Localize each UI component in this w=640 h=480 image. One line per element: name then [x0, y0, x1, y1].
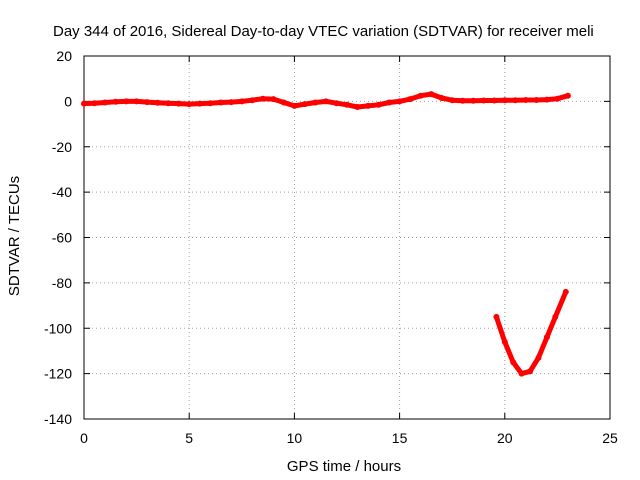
y-tick-label: -120 — [44, 366, 72, 382]
x-tick-label: 0 — [80, 430, 88, 446]
data-point — [459, 97, 466, 104]
data-point — [228, 99, 235, 106]
data-point — [501, 97, 508, 104]
data-point — [470, 97, 477, 104]
x-tick-label: 5 — [185, 430, 193, 446]
y-tick-label: -60 — [52, 230, 72, 246]
data-point — [196, 100, 203, 107]
x-tick-label: 20 — [497, 430, 513, 446]
x-tick-label: 15 — [392, 430, 408, 446]
data-point — [280, 99, 287, 106]
data-point — [165, 100, 172, 107]
data-point — [417, 92, 424, 99]
data-point — [81, 100, 87, 107]
data-point — [312, 99, 319, 106]
data-point — [133, 98, 140, 105]
data-point — [344, 101, 350, 108]
y-tick-label: -40 — [52, 184, 72, 200]
data-point — [91, 100, 98, 107]
y-tick-label: -140 — [44, 411, 72, 427]
y-tick-label: -80 — [52, 275, 72, 291]
data-point — [249, 97, 256, 104]
y-tick-label: -100 — [44, 320, 72, 336]
data-point — [396, 98, 403, 105]
chart-title: Day 344 of 2016, Sidereal Day-to-day VTE… — [53, 23, 594, 40]
data-point — [365, 102, 371, 109]
data-point — [386, 99, 393, 106]
x-tick-label: 25 — [602, 430, 618, 446]
data-point — [518, 370, 525, 377]
data-point — [493, 313, 500, 320]
data-point — [259, 95, 266, 102]
data-point — [217, 99, 224, 106]
data-point — [333, 100, 340, 107]
data-point — [522, 97, 529, 103]
data-point — [491, 97, 498, 104]
data-point — [207, 100, 214, 107]
data-point — [438, 95, 445, 101]
data-point — [428, 91, 435, 98]
data-point — [552, 313, 559, 320]
data-point — [154, 99, 161, 106]
data-point — [323, 98, 329, 105]
axis-ticks: 20 0 -20 -40 -60 -80 -100 -120 -140 0 5 10 15 20 25 — [44, 48, 618, 446]
data-point — [501, 338, 508, 345]
y-tick-label: 20 — [56, 48, 72, 64]
y-tick-label: 0 — [64, 93, 72, 109]
data-point — [535, 354, 542, 361]
data-point — [449, 97, 456, 104]
x-axis-title: GPS time / hours — [287, 458, 401, 475]
data-point — [407, 96, 414, 103]
data-point — [270, 96, 277, 103]
data-point — [562, 288, 569, 295]
data-point — [238, 98, 245, 105]
y-tick-label: -20 — [52, 139, 72, 155]
data-point — [543, 96, 550, 103]
data-point — [480, 97, 487, 104]
data-point — [112, 98, 119, 105]
data-point — [564, 92, 571, 99]
data-point — [123, 98, 130, 105]
data-point — [186, 101, 193, 108]
data-series — [81, 91, 571, 377]
data-point — [301, 101, 308, 108]
data-point — [510, 359, 517, 366]
data-point — [175, 100, 182, 107]
y-axis-title: SDTVAR / TECUs — [6, 176, 23, 296]
data-point — [533, 97, 540, 103]
data-point — [354, 104, 361, 110]
data-point — [512, 97, 519, 104]
data-point — [291, 102, 298, 109]
data-point — [375, 101, 382, 108]
data-point — [527, 368, 533, 375]
x-tick-label: 10 — [287, 430, 303, 446]
data-point — [554, 95, 561, 102]
data-point — [102, 99, 108, 106]
data-point — [144, 99, 151, 106]
grid-lines — [84, 56, 610, 419]
data-point — [543, 334, 550, 341]
